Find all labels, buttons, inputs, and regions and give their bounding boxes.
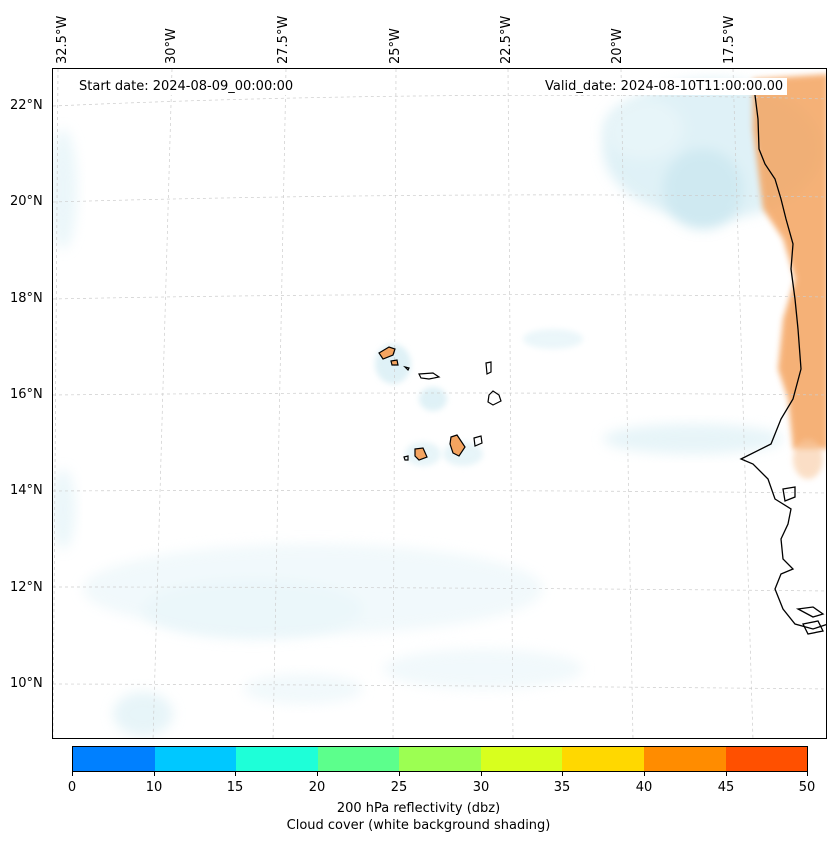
lat-label-20n: 20°N xyxy=(10,194,43,209)
lon-label-20w: 20°W xyxy=(610,28,625,64)
colorbar-tick-label: 20 xyxy=(308,780,326,795)
lat-label-12n: 12°N xyxy=(10,580,43,595)
map-gridlines xyxy=(53,69,826,738)
colorbar-tick-8 xyxy=(726,772,727,776)
africa-coastline xyxy=(739,78,826,635)
colorbar-tick-2 xyxy=(235,772,236,776)
cloud-cover-shading xyxy=(53,79,823,736)
lat-label-18n: 18°N xyxy=(10,291,43,306)
lon-label-17-5w: 17.5°W xyxy=(722,15,737,64)
cape-verde-islands xyxy=(378,346,502,461)
colorbar-tick-7 xyxy=(644,772,645,776)
colorbar-tick-1 xyxy=(154,772,155,776)
colorbar-segment-0 xyxy=(73,747,155,771)
colorbar-tick-4 xyxy=(399,772,400,776)
colorbar-segment-8 xyxy=(725,747,808,771)
colorbar-segment-3 xyxy=(317,747,400,771)
colorbar-segment-4 xyxy=(399,747,481,771)
colorbar-tick-6 xyxy=(562,772,563,776)
colorbar-tick-label: 45 xyxy=(717,780,735,795)
colorbar-tick-label: 30 xyxy=(472,780,490,795)
colorbar-tick-label: 35 xyxy=(553,780,571,795)
lat-label-22n: 22°N xyxy=(10,98,43,113)
valid-date-label: Valid_date: 2024-08-10T11:00:00.00 xyxy=(541,78,788,95)
colorbar-tick-label: 0 xyxy=(67,780,77,795)
lon-label-32-5w: 32.5°W xyxy=(55,15,70,64)
colorbar-segment-1 xyxy=(154,747,237,771)
map-panel[interactable]: Start date: 2024-08-09_00:00:00 Valid_da… xyxy=(52,68,827,739)
colorbar-subtitle: Cloud cover (white background shading) xyxy=(286,818,551,833)
colorbar-tick-label: 25 xyxy=(390,780,408,795)
map-canvas xyxy=(53,69,826,738)
lat-label-10n: 10°N xyxy=(10,676,43,691)
colorbar-segment-5 xyxy=(480,747,563,771)
colorbar-tick-5 xyxy=(481,772,482,776)
colorbar-tick-3 xyxy=(317,772,318,776)
colorbar-title: 200 hPa reflectivity (dbz) xyxy=(336,801,501,816)
reflectivity-colorbar xyxy=(72,746,808,772)
lon-label-30w: 30°W xyxy=(164,28,179,64)
lon-label-27-5w: 27.5°W xyxy=(276,15,291,64)
colorbar-segment-2 xyxy=(236,747,318,771)
colorbar-tick-label: 10 xyxy=(145,780,163,795)
colorbar-segment-7 xyxy=(643,747,726,771)
lon-label-25w: 25°W xyxy=(388,28,403,64)
colorbar-segment-6 xyxy=(562,747,644,771)
start-date-label: Start date: 2024-08-09_00:00:00 xyxy=(75,78,298,95)
lat-label-16n: 16°N xyxy=(10,387,43,402)
colorbar-tick-label: 50 xyxy=(798,780,816,795)
colorbar-tick-9 xyxy=(807,772,808,776)
colorbar-tick-0 xyxy=(72,772,73,776)
colorbar-tick-label: 15 xyxy=(226,780,244,795)
lon-label-22-5w: 22.5°W xyxy=(499,15,514,64)
lat-label-14n: 14°N xyxy=(10,483,43,498)
land-warm-shading xyxy=(753,74,826,479)
colorbar-tick-label: 40 xyxy=(635,780,653,795)
